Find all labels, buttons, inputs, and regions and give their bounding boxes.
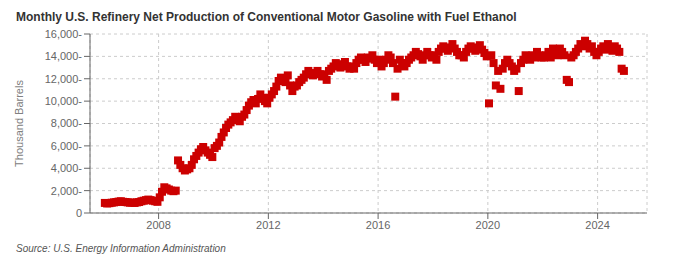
svg-text:2020: 2020 [476, 219, 500, 231]
svg-text:Thousand Barrels: Thousand Barrels [13, 80, 25, 167]
svg-text:2008: 2008 [146, 219, 170, 231]
svg-text:12,000-: 12,000- [45, 73, 83, 85]
svg-text:2016: 2016 [366, 219, 390, 231]
svg-text:2024: 2024 [585, 219, 609, 231]
svg-text:8,000-: 8,000- [51, 117, 83, 129]
svg-text:0: 0 [76, 207, 82, 219]
svg-text:10,000-: 10,000- [45, 95, 83, 107]
svg-text:14,000-: 14,000- [45, 50, 83, 62]
html-text:Source: U.S. Energy Informatio: Source: U.S. Energy Information Administ… [16, 243, 226, 254]
svg-text:6,000-: 6,000- [51, 140, 83, 152]
svg-text:2,000-: 2,000- [51, 185, 83, 197]
svg-text:2012: 2012 [256, 219, 280, 231]
svg-text:4,000-: 4,000- [51, 162, 83, 174]
svg-text:16,000-: 16,000- [45, 28, 83, 40]
html-text:Monthly U.S. Refinery Net Prod: Monthly U.S. Refinery Net Production of … [16, 10, 517, 24]
